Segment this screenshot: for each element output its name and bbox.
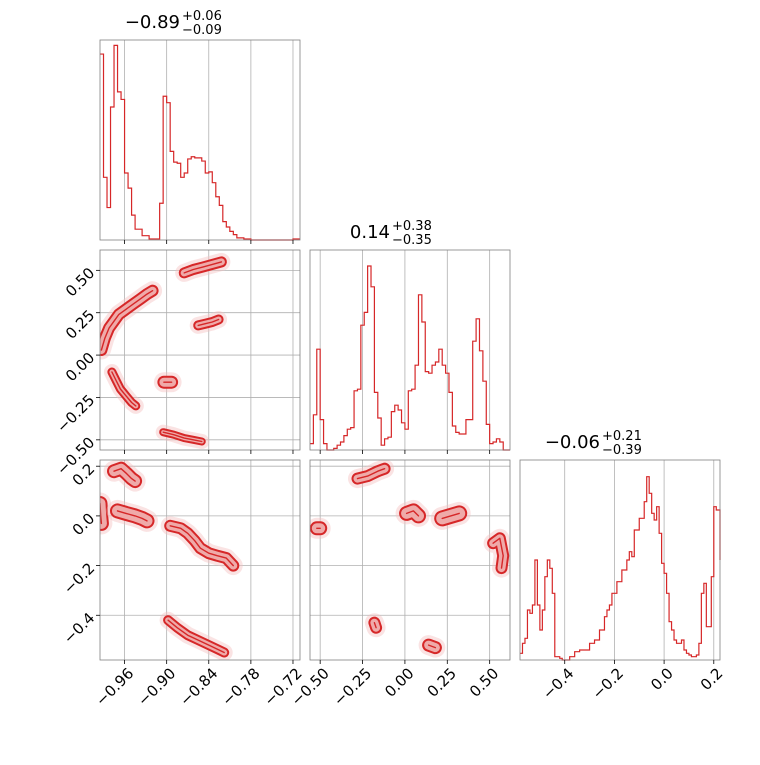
x-tick-label: 0.2 <box>697 664 727 694</box>
x-tick-label: −0.2 <box>589 664 627 702</box>
x-tick-label: 0.50 <box>466 664 502 700</box>
x-tick-label: 0.00 <box>381 664 417 700</box>
contour-inner <box>167 619 225 654</box>
x-tick-label: −0.96 <box>92 664 137 709</box>
y-tick-label: 0.25 <box>62 306 98 342</box>
contour-inner <box>356 468 386 480</box>
contour-inner <box>492 537 504 569</box>
param-title-median-2: −0.06 <box>545 432 600 453</box>
contour-inner <box>427 644 437 649</box>
param-title-minus-1: −0.35 <box>392 233 432 248</box>
histogram-step-1 <box>310 265 510 451</box>
contour-inner <box>183 261 223 274</box>
histogram-step-2 <box>520 476 721 661</box>
y-tick-label: 0.00 <box>62 349 98 385</box>
panel-frame <box>99 249 301 451</box>
x-tick-label: −0.4 <box>539 664 577 702</box>
hist-panel-0 <box>99 39 301 244</box>
contour-inner <box>373 622 377 629</box>
contour-inner <box>197 318 220 327</box>
contour-panel-2-1 <box>309 459 511 664</box>
contour-inner <box>111 371 137 407</box>
contour-group <box>100 460 243 660</box>
x-tick-label: −0.84 <box>176 664 221 709</box>
contour-panel-1-0 <box>96 249 301 454</box>
contour-inner <box>116 510 148 522</box>
contour-panel-2-0 <box>96 459 301 664</box>
contour-inner <box>113 468 136 482</box>
x-tick-label: 0.0 <box>647 664 677 694</box>
hist-panel-1 <box>309 249 511 454</box>
contour-inner <box>169 525 234 567</box>
y-tick-label: −0.25 <box>53 391 98 436</box>
contour-inner <box>441 512 460 520</box>
panel-frame <box>99 39 301 241</box>
param-title-plus-0: +0.06 <box>182 9 222 24</box>
param-title-minus-2: −0.39 <box>602 443 642 458</box>
y-tick-label: 0.0 <box>69 510 99 540</box>
contour-group <box>100 252 231 449</box>
param-title-minus-0: −0.09 <box>182 23 222 38</box>
panel-frame <box>309 249 511 451</box>
x-tick-label: −0.90 <box>134 664 179 709</box>
panel-frame <box>99 459 301 661</box>
y-tick-label: −0.2 <box>60 559 98 597</box>
panel-frame <box>309 459 511 661</box>
param-title-plus-1: +0.38 <box>392 219 432 234</box>
contour-group <box>310 460 510 658</box>
param-title-plus-2: +0.21 <box>602 429 642 444</box>
histogram-step-0 <box>100 44 300 241</box>
x-tick-label: −0.78 <box>218 664 263 709</box>
contour-inner <box>405 510 420 517</box>
y-tick-label: 0.50 <box>62 264 98 300</box>
x-tick-label: −0.25 <box>330 664 375 709</box>
y-tick-label: −0.4 <box>60 609 98 647</box>
hist-panel-2 <box>519 459 721 664</box>
param-title-median-1: 0.14 <box>350 222 390 243</box>
param-title-median-0: −0.89 <box>125 12 180 33</box>
panel-frame <box>519 459 721 661</box>
contour-inner <box>162 431 203 443</box>
x-tick-label: 0.25 <box>424 664 460 700</box>
contour-inner <box>100 290 154 351</box>
